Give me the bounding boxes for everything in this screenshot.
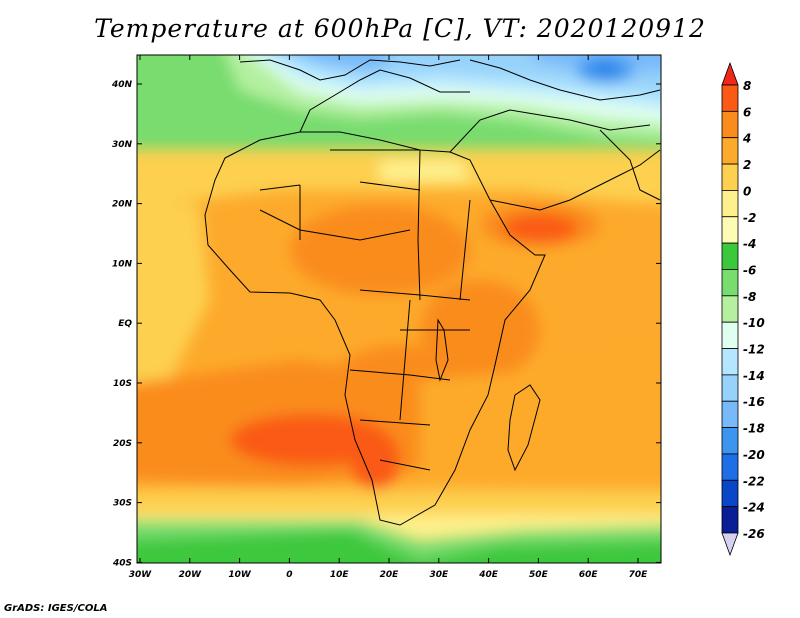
- lat-label: 10N: [112, 259, 133, 269]
- colorbar-label: -24: [743, 501, 765, 515]
- colorbar-swatch: [721, 110, 739, 139]
- colorbar-label: -18: [743, 422, 765, 436]
- lat-label: 30S: [113, 499, 132, 509]
- lat-label: 30N: [112, 140, 133, 150]
- colorbar-label: -12: [743, 343, 765, 357]
- colorbar-label: -8: [743, 290, 756, 304]
- lon-label: 50E: [529, 570, 549, 580]
- lon-label: 10W: [228, 570, 252, 580]
- colorbar-swatch: [721, 427, 739, 455]
- colorbar-label: -14: [743, 369, 765, 383]
- colorbar-label: -20: [743, 448, 765, 462]
- colorbar-swatch: [721, 242, 739, 270]
- lat-label: 10S: [113, 379, 132, 389]
- colorbar-label: 4: [742, 132, 751, 146]
- colorbar-swatch: [721, 506, 739, 534]
- colorbar-swatch: [721, 321, 739, 349]
- colorbar-swatch: [721, 190, 739, 218]
- colorbar-bottom-arrow: [721, 532, 739, 557]
- colorbar-label: -4: [743, 237, 756, 251]
- colorbar-label: -10: [743, 316, 765, 330]
- colorbar-swatch: [721, 453, 739, 481]
- colorbar-top-arrow: [721, 61, 739, 86]
- map-title: Temperature at 600hPa [C], VT: 202012091…: [94, 14, 706, 43]
- colorbar-label: -16: [743, 395, 765, 409]
- colorbar: [721, 61, 739, 557]
- longitude-labels: 30W 20W 10W 0 10E 20E 30E 40E 50E 60E 70E: [129, 55, 648, 580]
- colorbar-label: 0: [743, 184, 751, 198]
- lat-label: EQ: [118, 319, 132, 329]
- lon-label: 70E: [629, 570, 649, 580]
- colorbar-swatch: [721, 269, 739, 297]
- credit-text: GrADS: IGES/COLA: [4, 603, 108, 614]
- lon-label: 30W: [129, 570, 153, 580]
- colorbar-swatch: [721, 400, 739, 428]
- colorbar-swatch: [721, 479, 739, 508]
- lon-label: 10E: [330, 570, 350, 580]
- lon-label: 30E: [429, 570, 449, 580]
- colorbar-label: -22: [743, 474, 765, 488]
- colorbar-labels: 8 6 4 2 0 -2 -4 -6 -8 -10 -12 -14 -16 -18 -20 -22 -24 -26: [742, 79, 765, 541]
- lon-label: 60E: [579, 570, 599, 580]
- colorbar-swatch: [721, 348, 739, 376]
- lon-label: 20W: [179, 570, 203, 580]
- colorbar-swatch: [721, 295, 739, 323]
- lon-label: 20E: [380, 570, 400, 580]
- colorbar-swatch: [721, 374, 739, 402]
- lon-label: 0: [286, 570, 292, 580]
- latitude-labels: 40N 30N 20N 10N EQ 10S 20S 30S 40S: [111, 80, 661, 568]
- colorbar-swatch: [721, 163, 739, 191]
- colorbar-label: -2: [743, 211, 756, 225]
- coastlines: [204, 59, 661, 526]
- colorbar-label: 6: [743, 105, 751, 119]
- colorbar-label: 8: [743, 79, 751, 93]
- map-frame: [136, 54, 662, 564]
- lat-label: 40N: [111, 80, 133, 90]
- lon-label: 40E: [478, 570, 499, 580]
- colorbar-label: -6: [743, 263, 756, 277]
- colorbar-swatch: [721, 84, 739, 112]
- temperature-field: [137, 55, 661, 563]
- lat-label: 20S: [113, 439, 132, 449]
- colorbar-label: 2: [743, 158, 751, 172]
- lat-label: 20N: [112, 200, 133, 210]
- lat-label: 40S: [112, 558, 132, 568]
- colorbar-swatch: [721, 216, 739, 244]
- colorbar-swatch: [721, 137, 739, 165]
- colorbar-label: -26: [743, 527, 765, 541]
